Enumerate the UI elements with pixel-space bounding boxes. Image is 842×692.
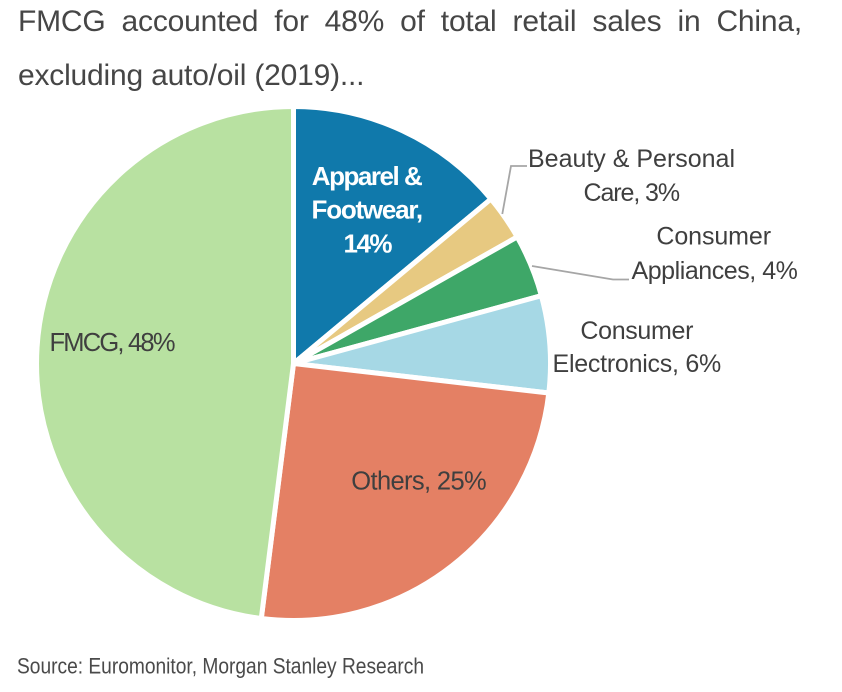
svg-text:Consumer: Consumer bbox=[656, 222, 771, 250]
svg-text:Care, 3%: Care, 3% bbox=[584, 179, 681, 207]
svg-text:Appliances, 4%: Appliances, 4% bbox=[632, 257, 798, 285]
svg-text:Source: Euromonitor, Morgan St: Source: Euromonitor, Morgan Stanley Rese… bbox=[17, 654, 424, 679]
svg-text:14%: 14% bbox=[344, 228, 393, 258]
svg-text:Beauty & Personal: Beauty & Personal bbox=[528, 145, 735, 173]
svg-text:Others, 25%: Others, 25% bbox=[351, 468, 486, 496]
svg-text:Apparel &: Apparel & bbox=[312, 161, 423, 191]
svg-text:Consumer: Consumer bbox=[580, 317, 693, 345]
svg-text:FMCG, 48%: FMCG, 48% bbox=[50, 329, 176, 357]
svg-text:Footwear,: Footwear, bbox=[312, 195, 424, 225]
svg-text:Electronics, 6%: Electronics, 6% bbox=[553, 350, 722, 378]
